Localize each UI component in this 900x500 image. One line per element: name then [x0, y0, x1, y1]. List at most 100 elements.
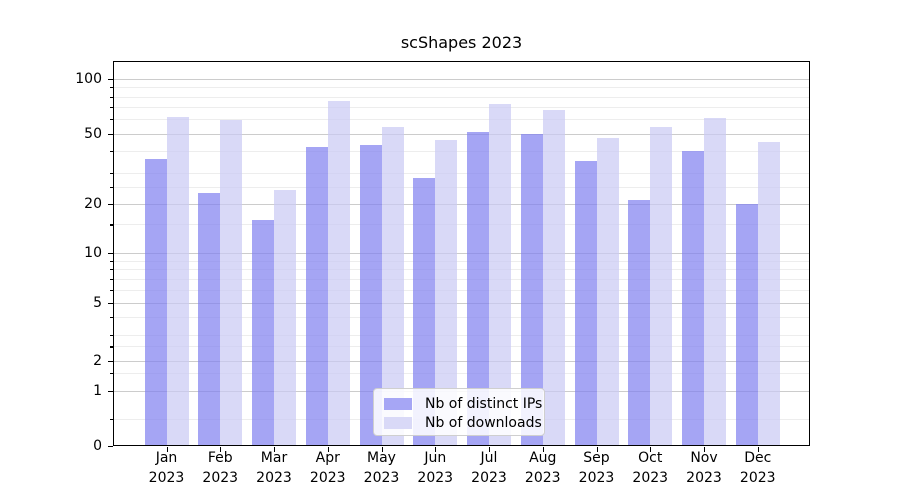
- x-tick: [596, 447, 598, 452]
- grid-line-minor: [114, 224, 809, 226]
- bar-downloads-may: [381, 127, 404, 446]
- y-minor-tick: [110, 96, 113, 98]
- bar-downloads-jun: [435, 139, 458, 446]
- y-minor-tick: [110, 150, 113, 152]
- chart-title: scShapes 2023: [400, 33, 523, 52]
- bar-distinct-ips-apr: [305, 146, 328, 446]
- x-tick-label: Oct 2023: [618, 448, 682, 488]
- legend: Nb of distinct IPs Nb of downloads: [373, 388, 545, 436]
- x-label-year: 2023: [632, 470, 669, 486]
- y-tick: [108, 204, 113, 206]
- grid-line-major: [114, 253, 809, 255]
- x-tick-label: Sep 2023: [565, 448, 629, 488]
- y-minor-tick: [110, 186, 113, 189]
- bar-distinct-ips-jul: [467, 131, 489, 446]
- x-tick: [650, 447, 652, 452]
- x-tick: [704, 447, 706, 452]
- bar-distinct-ips-may: [359, 145, 382, 446]
- y-tick: [108, 391, 113, 393]
- x-label-year: 2023: [686, 470, 722, 486]
- y-tick: [108, 302, 113, 304]
- grid-line-minor: [114, 172, 809, 174]
- bar-downloads-mar: [274, 189, 296, 446]
- legend-row-distinct-ips: Nb of distinct IPs: [384, 394, 544, 413]
- x-label-year: 2023: [524, 470, 561, 486]
- y-tick: [108, 253, 113, 255]
- grid-line-minor: [114, 373, 809, 375]
- grid-line-minor: [114, 316, 809, 318]
- x-label-year: 2023: [739, 470, 776, 486]
- legend-label-downloads: Nb of downloads: [425, 414, 542, 431]
- x-label-month: Sep: [583, 450, 610, 466]
- y-tick: [108, 79, 113, 81]
- y-minor-tick: [110, 269, 113, 271]
- y-minor-tick: [110, 316, 113, 318]
- legend-swatch-distinct-ips: [384, 397, 412, 410]
- x-label-year: 2023: [363, 470, 400, 486]
- bar-distinct-ips-jan: [144, 158, 167, 446]
- y-tick: [108, 360, 113, 362]
- legend-swatch-downloads: [384, 416, 412, 429]
- y-minor-tick: [110, 119, 113, 121]
- grid-line-minor: [114, 278, 809, 280]
- bar-downloads-dec: [757, 141, 780, 446]
- x-label-month: Oct: [638, 450, 663, 466]
- y-tick-label: 1: [93, 383, 102, 399]
- y-tick-label: 0: [93, 438, 102, 454]
- x-tick-label: Feb 2023: [188, 448, 252, 488]
- x-label-month: Jun: [424, 450, 447, 466]
- x-label-month: May: [367, 450, 396, 466]
- x-label-year: 2023: [202, 470, 239, 486]
- x-tick: [489, 447, 491, 452]
- x-tick: [757, 447, 759, 452]
- x-label-year: 2023: [309, 470, 346, 486]
- grid-line-major: [114, 360, 809, 362]
- x-tick-label: Jun 2023: [403, 448, 467, 488]
- x-tick: [542, 447, 544, 452]
- grid-line-major: [114, 302, 809, 304]
- x-tick: [381, 447, 383, 452]
- bar-downloads-nov: [704, 117, 726, 446]
- bar-downloads-jan: [166, 116, 189, 446]
- x-label-year: 2023: [148, 470, 185, 486]
- grid-line-minor: [114, 346, 809, 348]
- y-minor-tick: [110, 260, 113, 262]
- x-tick: [274, 447, 276, 452]
- bar-downloads-apr: [327, 100, 350, 446]
- bar-downloads-sep: [596, 138, 619, 446]
- y-minor-tick: [110, 278, 113, 280]
- x-label-month: Feb: [207, 450, 233, 466]
- x-label-month: Apr: [315, 450, 340, 466]
- grid-line-minor: [114, 269, 809, 271]
- bar-distinct-ips-nov: [682, 150, 704, 446]
- x-tick-label: Jul 2023: [457, 448, 521, 488]
- grid-line-major: [114, 79, 809, 80]
- bar-downloads-feb: [220, 120, 243, 446]
- x-label-year: 2023: [256, 470, 292, 486]
- y-minor-tick: [110, 346, 113, 348]
- x-tick-label: Nov 2023: [672, 448, 736, 488]
- grid-line-major: [114, 133, 809, 135]
- y-minor-tick: [110, 87, 113, 89]
- grid-line-major: [114, 204, 809, 205]
- grid-line-minor: [114, 107, 809, 109]
- x-tick-label: Aug 2023: [511, 448, 575, 488]
- bar-distinct-ips-oct: [628, 200, 651, 446]
- x-label-month: Dec: [744, 450, 772, 466]
- bar-distinct-ips-dec: [735, 204, 758, 446]
- legend-row-downloads: Nb of downloads: [384, 413, 544, 432]
- y-minor-tick: [110, 289, 113, 291]
- x-tick: [435, 447, 437, 452]
- y-minor-tick: [110, 334, 113, 337]
- bar-downloads-jul: [489, 103, 511, 446]
- x-tick: [220, 447, 222, 452]
- x-label-month: Nov: [690, 450, 718, 466]
- bar-distinct-ips-sep: [574, 160, 597, 446]
- y-minor-tick: [110, 107, 113, 109]
- x-tick: [166, 447, 168, 452]
- x-tick: [327, 447, 329, 452]
- x-label-year: 2023: [578, 470, 615, 486]
- bar-downloads-oct: [650, 127, 673, 446]
- y-tick: [108, 133, 113, 135]
- x-label-month: Aug: [529, 450, 557, 466]
